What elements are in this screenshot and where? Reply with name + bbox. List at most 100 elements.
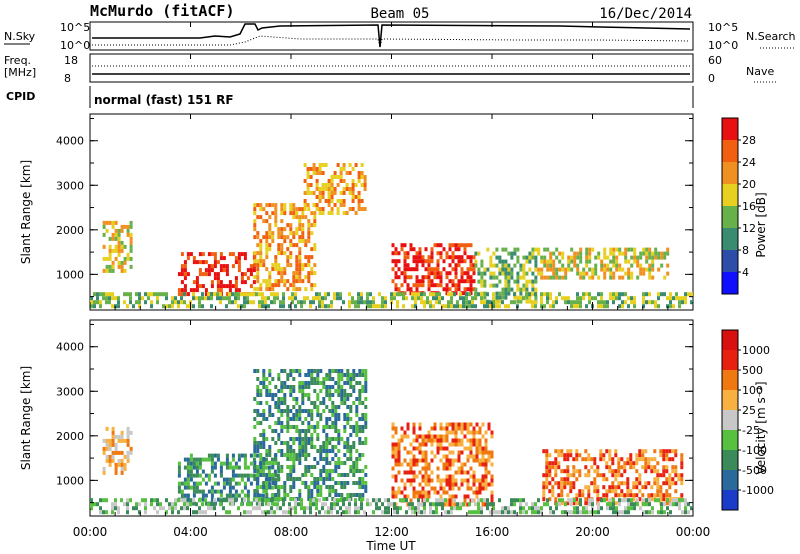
power-cell bbox=[531, 247, 535, 252]
velocity-cell bbox=[273, 502, 276, 507]
velocity-cell bbox=[563, 457, 567, 462]
power-cell bbox=[174, 296, 177, 301]
power-cell bbox=[451, 283, 455, 288]
velocity-cell bbox=[415, 438, 419, 443]
velocity-cell bbox=[430, 426, 434, 431]
power-cell bbox=[306, 175, 310, 179]
velocity-cell bbox=[534, 502, 537, 507]
power-cell bbox=[507, 251, 511, 256]
velocity-cell bbox=[489, 510, 492, 515]
velocity-cell bbox=[240, 489, 244, 494]
velocity-cell bbox=[262, 465, 266, 469]
power-cell bbox=[412, 259, 416, 264]
velocity-cell bbox=[240, 497, 244, 502]
beam-title: Beam 05 bbox=[370, 6, 429, 22]
velocity-cell bbox=[253, 437, 257, 441]
power-colorbar-swatch bbox=[722, 118, 738, 140]
power-cell bbox=[384, 296, 387, 301]
velocity-cell bbox=[286, 465, 290, 469]
power-cell bbox=[237, 252, 241, 257]
velocity-cell bbox=[638, 489, 642, 494]
power-cell bbox=[591, 275, 595, 280]
power-cell bbox=[516, 275, 520, 280]
power-cell bbox=[609, 271, 613, 276]
velocity-cell bbox=[264, 489, 268, 494]
velocity-cell bbox=[609, 498, 612, 503]
velocity-cell bbox=[316, 373, 320, 377]
power-cell bbox=[111, 232, 115, 237]
velocity-cell bbox=[322, 409, 326, 413]
velocity-cell bbox=[228, 510, 231, 515]
velocity-cell bbox=[307, 393, 311, 397]
power-cell bbox=[237, 296, 240, 301]
velocity-cell bbox=[510, 502, 513, 507]
power-cell bbox=[96, 296, 99, 301]
velocity-cell bbox=[340, 373, 344, 377]
velocity-cell bbox=[346, 441, 350, 445]
power-cell bbox=[225, 284, 229, 289]
velocity-cell bbox=[400, 434, 404, 439]
velocity-cell bbox=[319, 381, 323, 385]
velocity-cell bbox=[340, 493, 344, 497]
velocity-cell bbox=[579, 498, 582, 503]
velocity-cell bbox=[466, 446, 470, 451]
velocity-cell bbox=[298, 409, 302, 413]
velocity-cell bbox=[334, 405, 338, 409]
power-cell bbox=[663, 255, 667, 260]
velocity-cell bbox=[268, 485, 272, 489]
velocity-cell bbox=[406, 434, 410, 439]
velocity-cell bbox=[349, 417, 353, 421]
velocity-cell bbox=[537, 510, 540, 515]
power-cell bbox=[351, 191, 355, 195]
velocity-cell bbox=[111, 430, 115, 435]
power-cell bbox=[258, 292, 261, 297]
velocity-cell bbox=[591, 498, 594, 503]
power-cell bbox=[318, 211, 322, 215]
power-cell bbox=[522, 271, 526, 276]
x-tick-label: 04:00 bbox=[173, 525, 208, 539]
velocity-cell bbox=[650, 485, 654, 490]
velocity-cell bbox=[204, 498, 207, 503]
velocity-cell bbox=[393, 506, 396, 511]
velocity-cell bbox=[563, 481, 567, 486]
power-cell bbox=[313, 283, 317, 288]
power-cell bbox=[222, 256, 226, 261]
velocity-cell bbox=[391, 490, 395, 495]
velocity-cell bbox=[234, 473, 238, 478]
velocity-cell bbox=[189, 465, 193, 470]
velocity-cell bbox=[261, 498, 264, 503]
power-cell bbox=[333, 175, 337, 179]
velocity-cell bbox=[481, 458, 485, 463]
power-cell bbox=[313, 271, 317, 276]
velocity-cell bbox=[108, 462, 112, 467]
velocity-cell bbox=[253, 489, 257, 493]
power-cell bbox=[427, 259, 431, 264]
power-cell bbox=[403, 279, 407, 284]
velocity-colorbar-tick-label: 25 bbox=[742, 404, 756, 417]
power-cell bbox=[231, 264, 235, 269]
power-cell bbox=[312, 171, 316, 175]
velocity-cell bbox=[557, 493, 561, 498]
velocity-cell bbox=[352, 369, 356, 373]
power-cell bbox=[117, 264, 121, 269]
velocity-cell bbox=[355, 421, 359, 425]
velocity-cell bbox=[477, 510, 480, 515]
power-cell bbox=[477, 271, 481, 276]
velocity-cell bbox=[626, 493, 630, 498]
velocity-cell bbox=[490, 434, 494, 439]
power-cell bbox=[528, 267, 532, 272]
power-cell bbox=[195, 276, 199, 281]
velocity-cell bbox=[255, 506, 258, 511]
velocity-cell bbox=[397, 438, 401, 443]
velocity-cell bbox=[231, 485, 235, 490]
power-cell bbox=[273, 292, 276, 297]
power-cell bbox=[301, 239, 305, 244]
velocity-cell bbox=[460, 478, 464, 483]
power-cell bbox=[210, 280, 214, 285]
velocity-cell bbox=[313, 465, 317, 469]
velocity-cell bbox=[387, 510, 390, 515]
power-cell bbox=[126, 224, 130, 229]
velocity-cell bbox=[322, 381, 326, 385]
velocity-cell bbox=[301, 401, 305, 405]
